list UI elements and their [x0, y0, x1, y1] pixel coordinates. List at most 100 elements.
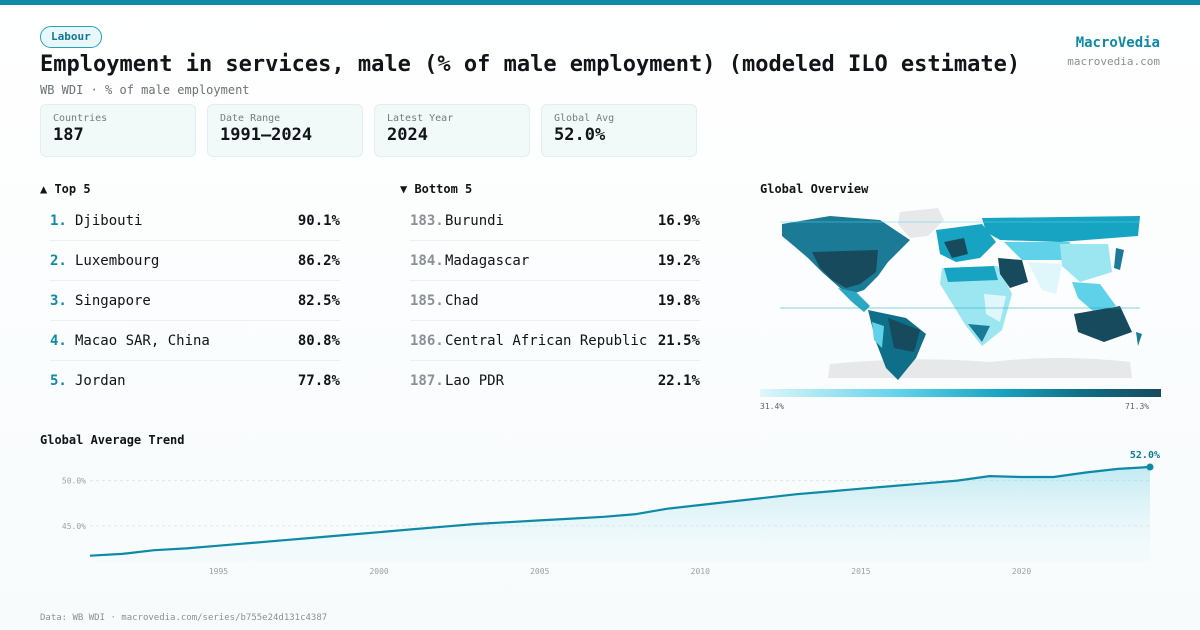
country-name: Macao SAR, China [75, 332, 210, 349]
map-region-central-asia [1004, 242, 1070, 260]
stat-label: Countries [53, 113, 108, 124]
map-region-western-europe [944, 238, 968, 258]
map-region-usa [812, 250, 878, 288]
country-name: Singapore [75, 292, 151, 309]
stat-global-avg: Global Avg 52.0% [541, 104, 697, 157]
brand-url[interactable]: macrovedia.com [1067, 55, 1160, 68]
bottom5-list: 183. Burundi 16.9% 184. Madagascar 19.2% 185… [410, 201, 700, 401]
trend-heading: Global Average Trend [40, 433, 185, 447]
map-region-middle-east [998, 258, 1028, 288]
map-region-south-africa [968, 324, 990, 342]
map-region-brazil [888, 318, 920, 352]
trend-chart[interactable]: 45.0% 50.0% 1995 2000 2005 2010 2015 2020 52.0% [0, 440, 1200, 585]
rank-number: 187. [410, 373, 444, 389]
map-region-australia [1074, 306, 1132, 342]
stat-value: 52.0% [554, 125, 606, 145]
y-tick-label: 45.0% [62, 522, 86, 531]
stat-date-range: Date Range 1991–2024 [207, 104, 363, 157]
country-value: 21.5% [657, 332, 700, 349]
list-item[interactable]: 186. Central African Republic 21.5% [410, 321, 700, 361]
rank-number: 2. [50, 252, 67, 269]
country-name: Madagascar [445, 252, 530, 269]
country-value: 19.8% [657, 292, 700, 309]
country-value: 16.9% [657, 212, 700, 229]
x-tick-label: 2010 [691, 567, 710, 576]
map-region-central-america [838, 288, 870, 312]
map-region-antarctica [828, 358, 1132, 378]
trend-area [90, 467, 1150, 562]
list-item[interactable]: 184. Madagascar 19.2% [410, 241, 700, 281]
country-name: Central African Republic [445, 332, 648, 349]
brand: MacroVedia macrovedia.com [1067, 35, 1160, 68]
map-heading: Global Overview [760, 182, 869, 196]
rank-number: 183. [410, 212, 444, 229]
list-item[interactable]: 1. Djibouti 90.1% [50, 201, 340, 241]
map-region-russia [982, 216, 1140, 242]
rank-number: 1. [50, 212, 67, 229]
map-region-africa [940, 266, 1012, 346]
country-value: 22.1% [657, 373, 700, 389]
country-name: Djibouti [75, 212, 143, 229]
list-item[interactable]: 5. Jordan 77.8% [50, 361, 340, 401]
trend-end-label: 52.0% [1130, 450, 1160, 461]
country-name: Lao PDR [445, 373, 505, 389]
country-value: 19.2% [657, 252, 700, 269]
top-accent-bar [0, 0, 1200, 5]
list-item[interactable]: 3. Singapore 82.5% [50, 281, 340, 321]
country-value: 77.8% [297, 373, 340, 389]
footer-source: Data: WB WDI · macrovedia.com/series/b75… [40, 613, 328, 623]
page-title: Employment in services, male (% of male … [40, 52, 1021, 77]
rank-number: 4. [50, 332, 67, 349]
map-region-new-zealand [1136, 332, 1142, 346]
stat-latest-year: Latest Year 2024 [374, 104, 530, 157]
top5-list: 1. Djibouti 90.1% 2. Luxembourg 86.2% 3. Sing… [50, 201, 340, 401]
brand-name[interactable]: MacroVedia [1075, 35, 1160, 51]
world-map[interactable] [760, 202, 1160, 382]
country-value: 82.5% [297, 292, 340, 309]
rank-number: 184. [410, 252, 444, 269]
rank-number: 5. [50, 373, 67, 389]
list-item[interactable]: 185. Chad 19.8% [410, 281, 700, 321]
y-tick-label: 50.0% [62, 477, 86, 486]
map-region-china [1060, 244, 1112, 282]
rank-number: 186. [410, 332, 444, 349]
map-region-japan [1114, 248, 1124, 270]
x-tick-label: 2015 [851, 567, 870, 576]
stat-value: 187 [53, 125, 84, 145]
map-region-andes [872, 322, 884, 348]
list-item[interactable]: 187. Lao PDR 22.1% [410, 361, 700, 401]
bottom5-heading: ▼ Bottom 5 [400, 182, 473, 196]
list-item[interactable]: 183. Burundi 16.9% [410, 201, 700, 241]
country-name: Luxembourg [75, 252, 160, 269]
stat-label: Global Avg [554, 113, 615, 124]
country-name: Jordan [75, 373, 126, 389]
country-value: 90.1% [297, 212, 340, 229]
stat-value: 2024 [387, 125, 428, 145]
stat-countries: Countries 187 [40, 104, 196, 157]
rank-number: 3. [50, 292, 67, 309]
x-tick-label: 1995 [209, 567, 228, 576]
list-item[interactable]: 2. Luxembourg 86.2% [50, 241, 340, 281]
trend-endpoint [1146, 463, 1154, 471]
x-tick-label: 2020 [1012, 567, 1031, 576]
top5-heading: ▲ Top 5 [40, 182, 91, 196]
map-region-south-asia [1028, 262, 1062, 294]
country-name: Chad [445, 292, 479, 309]
country-value: 86.2% [297, 252, 340, 269]
page-subtitle: WB WDI · % of male employment [40, 83, 250, 97]
x-tick-label: 2005 [530, 567, 549, 576]
category-badge[interactable]: Labour [40, 26, 102, 48]
map-legend-gradient [760, 389, 1161, 397]
map-legend-max: 71.3% [1125, 402, 1150, 411]
map-region-southeast-asia [1072, 282, 1116, 312]
x-tick-label: 2000 [369, 567, 388, 576]
trend-line [89, 465, 1151, 557]
map-region-north-africa [944, 266, 998, 282]
map-legend-min: 31.4% [760, 402, 785, 411]
country-value: 80.8% [297, 332, 340, 349]
list-item[interactable]: 4. Macao SAR, China 80.8% [50, 321, 340, 361]
stat-value: 1991–2024 [220, 125, 313, 145]
stat-label: Latest Year [387, 113, 454, 124]
stat-label: Date Range [220, 113, 281, 124]
country-name: Burundi [445, 212, 505, 229]
